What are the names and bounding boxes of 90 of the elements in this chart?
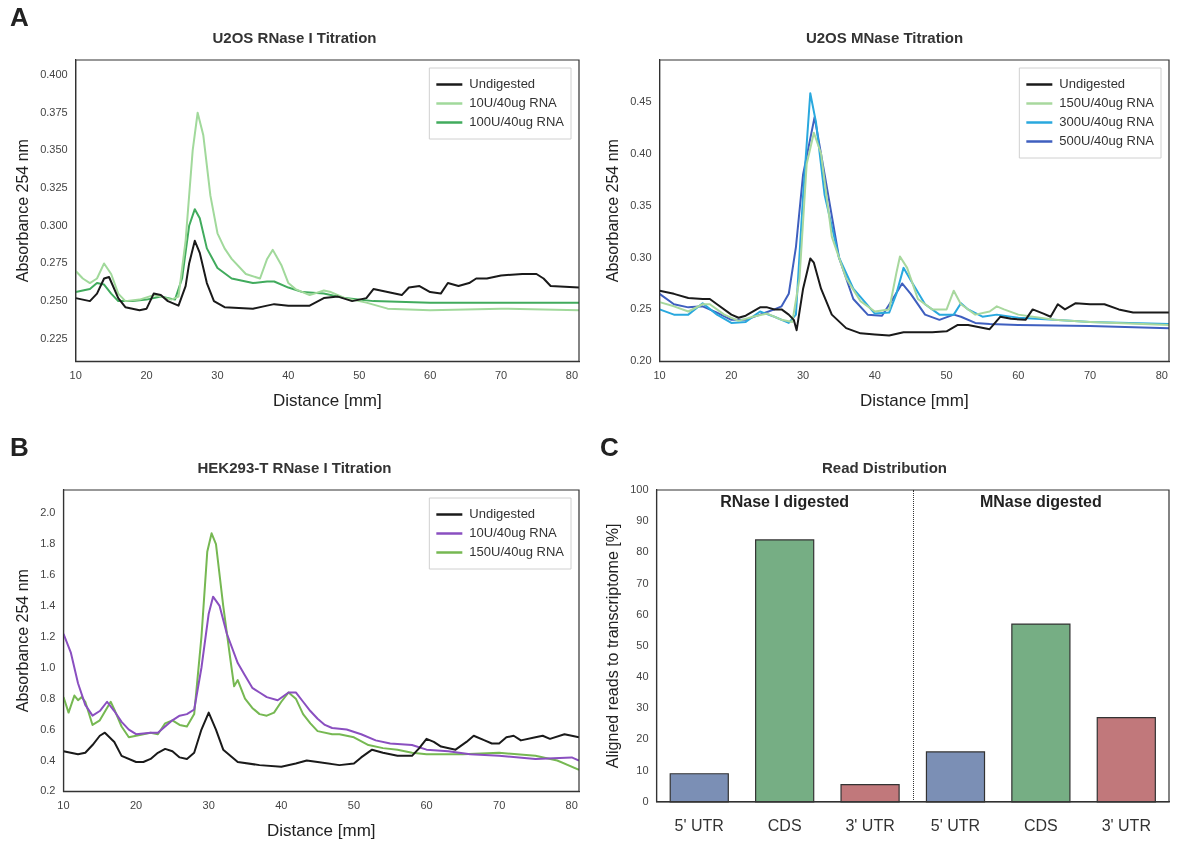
y-tick-label: 0.250 — [40, 294, 68, 307]
y-axis-title: Aligned reads to transcriptome [%] — [604, 523, 622, 769]
x-tick-label: 70 — [493, 799, 506, 812]
chart-title: Read Distribution — [821, 459, 948, 477]
legend-label: 10U/40ug RNA — [469, 95, 558, 111]
annotation: RNase I digested — [720, 493, 850, 511]
chart-title: U2OS RNase I Titration — [212, 29, 377, 47]
x-tick-label: 40 — [282, 369, 295, 382]
y-tick-label: 0.25 — [630, 302, 652, 315]
y-tick-label: 100 — [630, 483, 649, 496]
y-tick-label: 1.8 — [40, 537, 56, 550]
legend-label: 10U/40ug RNA — [469, 525, 558, 541]
legend-label: Undigested — [1059, 76, 1126, 92]
y-tick-label: 0.35 — [630, 198, 652, 211]
y-tick-label: 0.40 — [630, 146, 652, 159]
y-tick-label: 0.225 — [40, 331, 68, 344]
y-tick-label: 70 — [636, 576, 649, 589]
x-tick-label: 50 — [353, 369, 366, 382]
x-tick-label: 80 — [565, 369, 579, 382]
x-tick-label: 30 — [796, 369, 810, 382]
x-axis-title: Distance [mm] — [859, 391, 969, 411]
y-tick-label: 50 — [636, 638, 649, 651]
text: B — [10, 432, 29, 463]
x-tick-label: 5' UTR — [930, 816, 981, 834]
y-tick-label: 1.0 — [40, 660, 56, 673]
x-axis-title: Distance [mm] — [273, 391, 382, 411]
y-tick-label: 0.375 — [40, 105, 68, 118]
y-tick-label: 60 — [636, 607, 649, 620]
x-tick-label: 70 — [494, 369, 508, 382]
y-tick-label: 80 — [636, 545, 649, 558]
legend-label: 100U/40ug RNA — [469, 114, 565, 130]
y-axis-title: Absorbance 254 nm — [14, 569, 32, 713]
y-tick-label: 0.30 — [630, 250, 652, 263]
y-tick-label: 0.6 — [40, 722, 56, 735]
x-tick-label: CDS — [767, 816, 802, 834]
y-axis-title: Absorbance 254 nm — [14, 139, 32, 283]
y-tick-label: 0.300 — [40, 218, 68, 231]
x-tick-label: 10 — [69, 369, 82, 382]
y-tick-label: 1.4 — [40, 598, 56, 611]
chart-title: U2OS MNase Titration — [805, 29, 964, 47]
text: A — [10, 2, 29, 33]
y-tick-label: 1.6 — [40, 568, 56, 581]
x-tick-label: 70 — [1083, 369, 1097, 382]
legend-label: 500U/40ug RNA — [1059, 133, 1155, 149]
y-tick-label: 0.275 — [40, 256, 68, 269]
x-tick-label: 40 — [275, 799, 288, 812]
y-tick-label: 0.45 — [630, 94, 652, 107]
y-tick-label: 90 — [636, 514, 649, 527]
y-tick-label: 2.0 — [40, 506, 56, 519]
y-tick-label: 1.2 — [40, 629, 56, 642]
y-tick-label: 10 — [636, 763, 649, 776]
legend-label: 150U/40ug RNA — [1059, 95, 1155, 111]
legend-label: Undigested — [469, 76, 536, 92]
y-tick-label: 40 — [636, 670, 649, 683]
y-tick-label: 0.2 — [40, 784, 56, 797]
y-tick-label: 0.400 — [40, 68, 68, 81]
x-tick-label: 60 — [424, 369, 437, 382]
y-tick-label: 0 — [642, 794, 649, 807]
x-tick-label: 60 — [420, 799, 433, 812]
y-tick-label: 0.8 — [40, 691, 56, 704]
x-tick-label: 10 — [653, 369, 666, 382]
y-tick-label: 0.350 — [40, 143, 68, 156]
x-tick-label: 20 — [725, 369, 738, 382]
annotation: MNase digested — [979, 493, 1102, 511]
x-tick-label: 50 — [347, 799, 361, 812]
x-tick-label: 40 — [868, 369, 881, 382]
x-tick-label: 3' UTR — [1101, 816, 1151, 834]
x-tick-label: 5' UTR — [674, 816, 724, 834]
text: C — [600, 432, 619, 463]
x-axis-title: Distance [mm] — [266, 821, 376, 841]
y-tick-label: 20 — [636, 732, 649, 745]
legend-label: 150U/40ug RNA — [469, 544, 565, 560]
legend-label: 300U/40ug RNA — [1059, 114, 1155, 130]
y-tick-label: 0.20 — [630, 354, 652, 367]
x-tick-label: 30 — [202, 799, 215, 812]
legend-label: Undigested — [469, 506, 536, 522]
x-tick-label: 20 — [140, 369, 153, 382]
chart-title: HEK293-T RNase I Titration — [197, 459, 392, 477]
y-tick-label: 0.325 — [40, 181, 68, 194]
x-tick-label: CDS — [1024, 816, 1058, 834]
x-tick-label: 60 — [1012, 369, 1025, 382]
y-tick-label: 30 — [636, 701, 649, 714]
x-tick-label: 3' UTR — [845, 816, 895, 834]
x-tick-label: 50 — [940, 369, 953, 382]
y-tick-label: 0.4 — [40, 753, 56, 766]
x-tick-label: 30 — [211, 369, 224, 382]
y-axis-title: Absorbance 254 nm — [604, 139, 622, 283]
x-tick-label: 80 — [1155, 369, 1168, 382]
x-tick-label: 20 — [129, 799, 143, 812]
x-tick-label: 80 — [565, 799, 578, 812]
